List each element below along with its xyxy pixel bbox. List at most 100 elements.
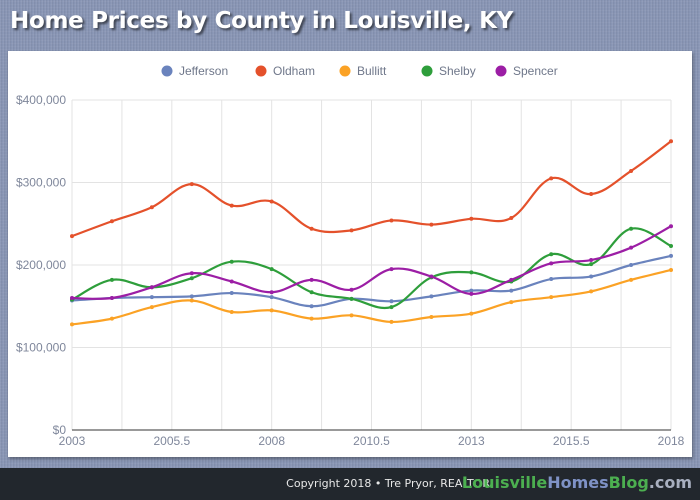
data-point-spencer[interactable] bbox=[269, 290, 274, 295]
data-point-bullitt[interactable] bbox=[269, 308, 274, 313]
data-point-shelby[interactable] bbox=[669, 244, 673, 249]
data-point-jefferson[interactable] bbox=[589, 274, 594, 279]
series-line-oldham bbox=[71, 140, 672, 238]
legend-marker-oldham bbox=[255, 65, 267, 77]
data-point-spencer[interactable] bbox=[229, 279, 234, 284]
x-tick-label: 2003 bbox=[59, 434, 86, 448]
data-point-shelby[interactable] bbox=[269, 267, 274, 272]
data-point-spencer[interactable] bbox=[309, 277, 314, 282]
y-tick-label: $300,000 bbox=[16, 176, 66, 190]
data-point-bullitt[interactable] bbox=[70, 322, 74, 327]
brand-part-com: .com bbox=[648, 473, 692, 492]
data-point-spencer[interactable] bbox=[469, 291, 474, 296]
data-point-jefferson[interactable] bbox=[189, 294, 194, 299]
legend-item-oldham[interactable]: Oldham bbox=[255, 64, 316, 78]
data-point-jefferson[interactable] bbox=[549, 277, 554, 282]
brand-part-homes: Homes bbox=[547, 473, 609, 492]
data-point-shelby[interactable] bbox=[469, 270, 474, 275]
data-point-oldham[interactable] bbox=[589, 192, 594, 197]
data-point-oldham[interactable] bbox=[189, 182, 194, 187]
data-point-oldham[interactable] bbox=[349, 228, 354, 233]
data-point-oldham[interactable] bbox=[549, 176, 554, 181]
legend-marker-spencer bbox=[495, 65, 507, 77]
data-point-bullitt[interactable] bbox=[429, 314, 434, 319]
data-point-shelby[interactable] bbox=[349, 296, 354, 301]
legend-item-shelby[interactable]: Shelby bbox=[421, 64, 476, 78]
data-point-bullitt[interactable] bbox=[629, 277, 634, 282]
data-point-shelby[interactable] bbox=[549, 252, 554, 257]
data-point-bullitt[interactable] bbox=[189, 298, 194, 303]
data-point-jefferson[interactable] bbox=[269, 295, 274, 300]
x-tick-label: 2015.5 bbox=[553, 434, 590, 448]
data-point-oldham[interactable] bbox=[309, 226, 314, 231]
brand-part-blog: Blog bbox=[608, 473, 649, 492]
legend-label: Oldham bbox=[273, 64, 315, 78]
data-point-jefferson[interactable] bbox=[429, 294, 434, 299]
data-point-oldham[interactable] bbox=[669, 139, 673, 144]
data-point-spencer[interactable] bbox=[189, 271, 194, 276]
data-point-jefferson[interactable] bbox=[149, 295, 154, 300]
data-point-jefferson[interactable] bbox=[309, 304, 314, 309]
data-point-spencer[interactable] bbox=[589, 258, 594, 263]
data-point-jefferson[interactable] bbox=[229, 291, 234, 296]
legend-item-bullitt[interactable]: Bullitt bbox=[339, 64, 388, 78]
data-point-bullitt[interactable] bbox=[109, 316, 114, 321]
data-point-oldham[interactable] bbox=[429, 222, 434, 227]
data-point-shelby[interactable] bbox=[389, 305, 394, 310]
data-point-bullitt[interactable] bbox=[669, 267, 673, 272]
series-line-shelby bbox=[71, 227, 672, 310]
data-point-oldham[interactable] bbox=[70, 234, 74, 239]
data-point-spencer[interactable] bbox=[349, 287, 354, 292]
legend-item-spencer[interactable]: Spencer bbox=[495, 64, 558, 78]
series-line-spencer bbox=[71, 225, 672, 300]
data-point-spencer[interactable] bbox=[70, 296, 74, 300]
data-point-bullitt[interactable] bbox=[389, 319, 394, 324]
data-point-bullitt[interactable] bbox=[509, 300, 514, 305]
data-point-bullitt[interactable] bbox=[349, 313, 354, 318]
data-point-oldham[interactable] bbox=[469, 216, 474, 221]
x-tick-label: 2013 bbox=[458, 434, 485, 448]
data-point-spencer[interactable] bbox=[549, 261, 554, 266]
data-point-spencer[interactable] bbox=[149, 285, 154, 290]
data-point-bullitt[interactable] bbox=[549, 295, 554, 300]
data-point-oldham[interactable] bbox=[629, 168, 634, 173]
data-point-spencer[interactable] bbox=[509, 277, 514, 282]
data-point-bullitt[interactable] bbox=[309, 316, 314, 321]
data-point-bullitt[interactable] bbox=[229, 310, 234, 315]
data-point-oldham[interactable] bbox=[229, 203, 234, 208]
data-point-bullitt[interactable] bbox=[149, 305, 154, 310]
data-point-jefferson[interactable] bbox=[629, 263, 634, 267]
data-point-spencer[interactable] bbox=[429, 274, 434, 279]
chart-card: $0 $100,000 $200,000 $300,000 $400,000 2003 2… bbox=[8, 51, 692, 457]
data-point-oldham[interactable] bbox=[509, 215, 514, 220]
data-point-shelby[interactable] bbox=[309, 290, 314, 295]
data-point-shelby[interactable] bbox=[109, 277, 114, 282]
legend-item-jefferson[interactable]: Jefferson bbox=[161, 64, 229, 78]
x-tick-label: 2005.5 bbox=[153, 434, 190, 448]
data-point-spencer[interactable] bbox=[389, 267, 394, 272]
data-point-shelby[interactable] bbox=[629, 226, 634, 231]
data-point-bullitt[interactable] bbox=[469, 311, 474, 316]
data-point-spencer[interactable] bbox=[109, 296, 114, 300]
legend-label: Shelby bbox=[439, 64, 476, 78]
grid-lines bbox=[71, 99, 672, 431]
brand-link[interactable]: LouisvilleHomesBlog.com bbox=[462, 473, 692, 492]
data-point-bullitt[interactable] bbox=[589, 289, 594, 294]
data-point-oldham[interactable] bbox=[149, 205, 154, 210]
data-point-oldham[interactable] bbox=[389, 218, 394, 223]
data-point-jefferson[interactable] bbox=[509, 288, 514, 293]
data-point-shelby[interactable] bbox=[589, 262, 594, 267]
x-tick-label: 2008 bbox=[258, 434, 285, 448]
data-point-jefferson[interactable] bbox=[389, 299, 394, 304]
series-line-jefferson bbox=[71, 254, 672, 308]
legend-label: Spencer bbox=[513, 64, 558, 78]
data-point-oldham[interactable] bbox=[269, 199, 274, 204]
data-point-jefferson[interactable] bbox=[469, 288, 474, 293]
data-point-jefferson[interactable] bbox=[669, 253, 673, 258]
data-point-shelby[interactable] bbox=[189, 276, 194, 281]
data-point-shelby[interactable] bbox=[229, 259, 234, 264]
data-point-spencer[interactable] bbox=[629, 245, 634, 250]
data-point-spencer[interactable] bbox=[669, 224, 673, 229]
footer: Copyright 2018 • Tre Pryor, REALTOR Loui… bbox=[0, 468, 700, 500]
data-point-oldham[interactable] bbox=[109, 219, 114, 224]
